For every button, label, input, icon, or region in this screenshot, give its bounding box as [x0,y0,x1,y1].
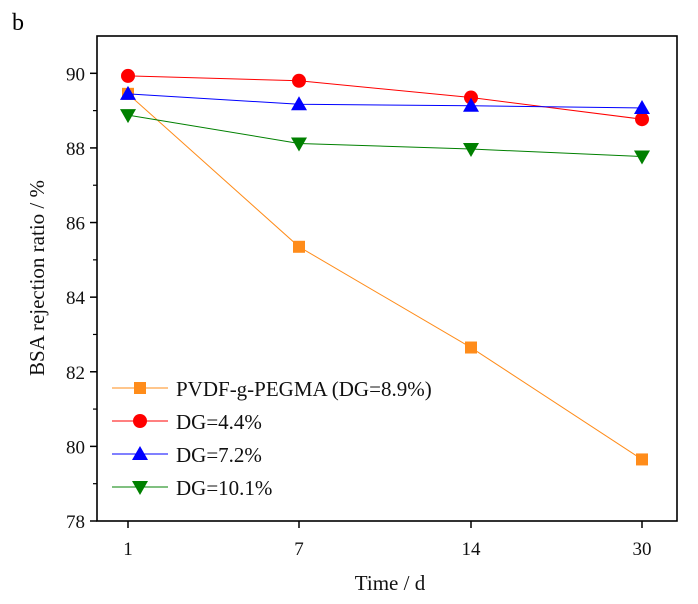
x-axis-label: Time / d [355,571,426,595]
y-tick-label: 88 [66,139,85,160]
data-point [121,68,135,83]
y-axis-label: BSA rejection ratio / % [25,180,49,376]
series-line [127,75,643,120]
data-point [463,97,479,112]
legend-item: PVDF-g-PEGMA (DG=8.9%) [112,377,432,401]
data-point [291,137,307,152]
x-tick-label: 1 [123,539,133,560]
y-tick-label: 80 [66,437,85,458]
legend-label: DG=10.1% [176,476,272,500]
data-point [634,150,650,165]
data-point [636,453,648,466]
y-tick-label: 86 [66,214,85,235]
y-tick-label: 78 [66,512,85,533]
series-line [127,93,643,109]
legend-item: DG=10.1% [112,476,272,500]
legend-marker [132,481,148,495]
legend-marker [134,382,146,394]
panel-label: b [12,10,24,36]
series-3 [120,109,650,165]
data-point [635,112,649,127]
legend-marker [132,446,148,460]
data-point [463,143,479,158]
data-point [465,341,477,354]
data-point [291,96,307,111]
series-2 [120,85,650,115]
data-point [634,100,650,115]
legend-label: PVDF-g-PEGMA (DG=8.9%) [176,377,432,401]
y-tick-label: 84 [66,288,86,309]
data-point [293,240,305,253]
x-tick-label: 30 [633,539,652,560]
series-0 [122,87,648,466]
legend-item: DG=7.2% [112,443,262,467]
data-point [120,85,136,100]
y-tick-label: 82 [66,363,85,384]
legend-label: DG=4.4% [176,410,262,434]
legend-marker [133,414,147,428]
data-point [292,73,306,88]
x-tick-label: 7 [294,539,304,560]
data-point [120,109,136,124]
plot-frame [96,35,678,522]
series-1 [121,68,649,127]
legend-item: DG=4.4% [112,410,262,434]
series-line [127,114,643,158]
legend-label: DG=7.2% [176,443,262,467]
series-line [127,93,643,460]
y-tick-label: 90 [66,64,85,85]
x-tick-label: 14 [462,539,482,560]
data-point [464,90,478,105]
